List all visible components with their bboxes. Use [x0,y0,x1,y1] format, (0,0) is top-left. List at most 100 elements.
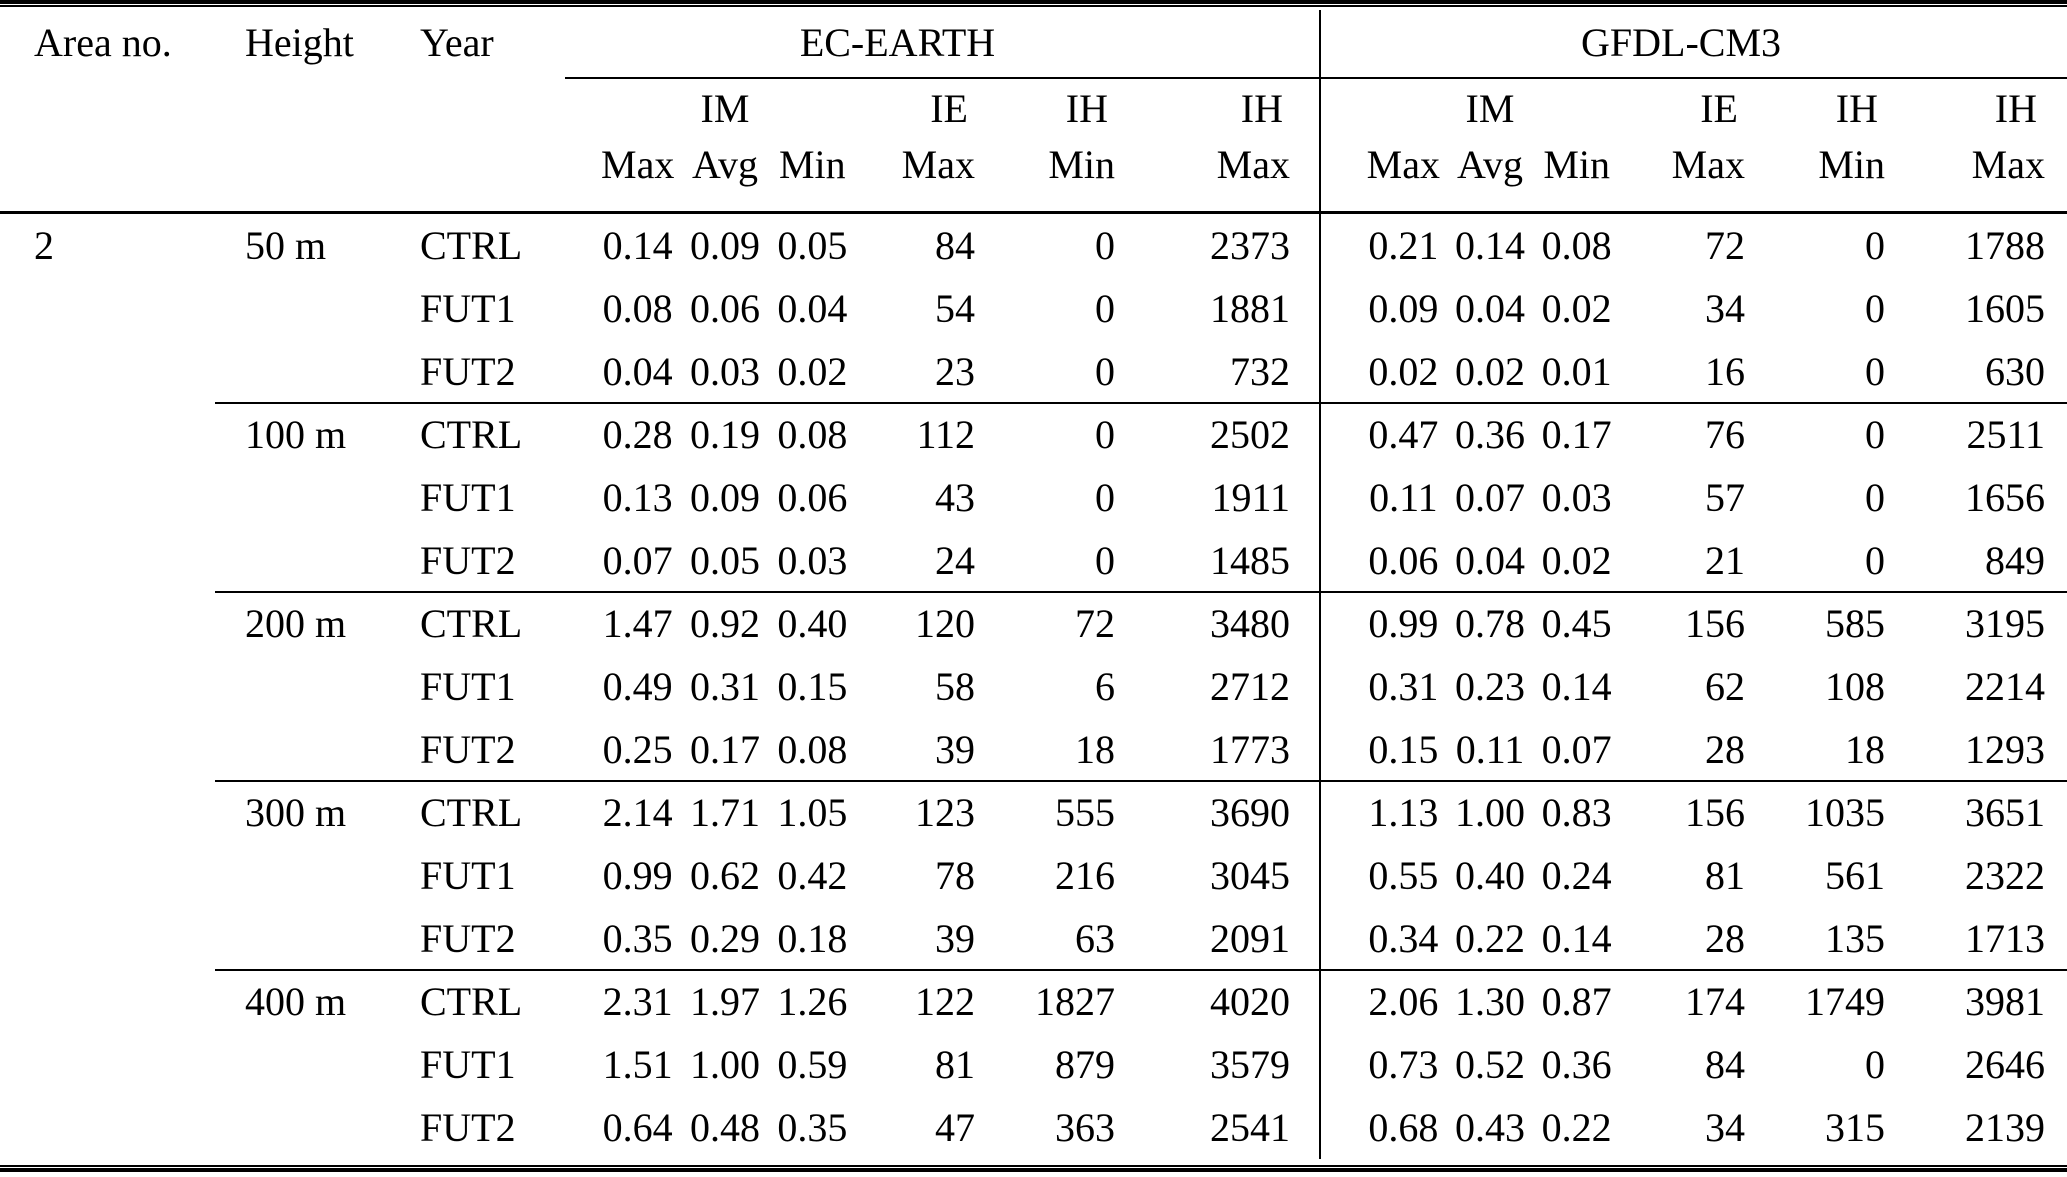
ec-im-values: 2.14 1.71 1.05 [580,789,870,836]
ec-ih-min-value: 6 [1095,664,1115,709]
gfdl-im-values: 0.73 0.52 0.36 [1295,1041,1625,1088]
gfdl-ih-max-value: 2139 [1965,1105,2045,1150]
subheader-gfdl-ie-max: Max [1671,141,1745,187]
gfdl-im-values: 0.31 0.23 0.14 [1295,663,1625,710]
ec-im-min-value: 0.40 [777,601,848,646]
height-block: 100 m CTRL 0.28 0.19 0.08 112 0 2502 0.4… [0,402,2067,592]
group-header-row: Area no. Height Year EC-EARTH GFDL-CM3 [0,7,2067,77]
subheader-ec-ih-max: IH [1240,85,1283,131]
ec-im-max-value: 0.25 [602,727,673,772]
ec-im-min-value: 0.42 [777,853,848,898]
year-cell: CTRL [420,223,523,268]
group-divider-line [1319,10,1321,1159]
gfdl-ih-max-value: 849 [1985,538,2045,583]
ec-im-avg-value: 1.97 [689,979,760,1024]
gfdl-ih-min-value: 1749 [1805,979,1885,1024]
subheader-row-variables: IM IE IH IH IM IE IH IH [0,79,2067,137]
gfdl-im-max-value: 1.13 [1368,790,1439,835]
ec-im-min-value: 0.35 [777,1105,848,1150]
gfdl-ih-max-value: 1293 [1965,727,2045,772]
ec-im-avg-value: 0.31 [689,664,760,709]
gfdl-ie-max-value: 57 [1705,475,1745,520]
ec-ih-min-value: 0 [1095,412,1115,457]
gfdl-ie-max-value: 62 [1705,664,1745,709]
gfdl-im-values: 0.99 0.78 0.45 [1295,600,1625,647]
gfdl-im-min-value: 0.07 [1541,727,1612,772]
gfdl-ie-max-value: 156 [1685,790,1745,835]
ec-ih-min-value: 0 [1095,538,1115,583]
gfdl-im-max-value: 2.06 [1368,979,1439,1024]
subheader-min: Min [778,141,846,187]
gfdl-im-max-value: 0.09 [1368,286,1439,331]
gfdl-im-avg-value: 1.00 [1455,790,1525,835]
ec-im-min-value: 1.05 [777,790,848,835]
ec-ih-min-value: 72 [1075,601,1115,646]
ec-im-avg-value: 0.48 [689,1105,760,1150]
gfdl-im-min-value: 0.08 [1541,223,1612,268]
col-header-year: Year [420,19,494,65]
gfdl-im-avg-value: 0.02 [1455,349,1525,394]
gfdl-im-min-value: 0.22 [1541,1105,1612,1150]
gfdl-ie-max-value: 72 [1705,223,1745,268]
subheader-gfdl-ih-min: IH [1835,85,1878,131]
ec-im-min-value: 0.08 [777,727,848,772]
ec-ih-max-value: 3480 [1210,601,1290,646]
group-underline-rule [565,77,2067,79]
ec-im-values: 0.28 0.19 0.08 [580,411,870,458]
ec-ih-max-value: 3690 [1210,790,1290,835]
ec-ie-max-value: 54 [935,286,975,331]
ec-im-values: 1.51 1.00 0.59 [580,1041,870,1088]
gfdl-im-avg-value: 0.43 [1455,1105,1525,1150]
ec-im-avg-value: 0.92 [689,601,760,646]
ec-im-values: 0.35 0.29 0.18 [580,915,870,962]
gfdl-im-min-value: 0.17 [1541,412,1612,457]
gfdl-im-values: 0.68 0.43 0.22 [1295,1104,1625,1151]
gfdl-ie-max-value: 28 [1705,916,1745,961]
gfdl-ih-max-value: 630 [1985,349,2045,394]
ec-ie-max-value: 112 [916,412,975,457]
ec-im-values: 2.31 1.97 1.26 [580,978,870,1025]
subheader-ec-ih-min: IH [1065,85,1108,131]
table-row: 2 50 m CTRL 0.14 0.09 0.05 84 0 2373 0.2… [0,214,2067,277]
year-cell: CTRL [420,601,523,646]
gfdl-im-min-value: 0.24 [1541,853,1612,898]
subheader-gfdl-ih-max: IH [1994,85,2037,131]
gfdl-ih-max-value: 2322 [1965,853,2045,898]
year-cell: FUT1 [420,286,516,331]
ec-im-avg-value: 0.62 [689,853,760,898]
year-cell: FUT1 [420,853,516,898]
gfdl-im-min-value: 0.87 [1541,979,1612,1024]
year-cell: FUT1 [420,475,516,520]
gfdl-im-max-value: 0.11 [1369,475,1438,520]
gfdl-im-avg-value: 1.30 [1455,979,1525,1024]
ec-ie-max-value: 39 [935,916,975,961]
ec-ih-max-value: 4020 [1210,979,1290,1024]
gfdl-ih-min-value: 0 [1865,286,1885,331]
top-rule [0,0,2067,4]
ec-ie-max-value: 81 [935,1042,975,1087]
table-row: FUT1 1.51 1.00 0.59 81 879 3579 0.73 0.5… [0,1033,2067,1096]
ec-ie-max-value: 47 [935,1105,975,1150]
ec-ie-max-value: 39 [935,727,975,772]
ec-ih-min-value: 63 [1075,916,1115,961]
year-cell: FUT2 [420,538,516,583]
ec-ih-max-value: 1773 [1210,727,1290,772]
gfdl-im-min-value: 0.03 [1541,475,1612,520]
gfdl-ih-min-value: 108 [1825,664,1885,709]
height-cell: 400 m [245,979,347,1024]
gfdl-im-min-value: 0.14 [1541,664,1612,709]
subheader-ec-ie: IE [930,85,968,131]
ec-im-min-value: 0.04 [777,286,848,331]
table-row: FUT2 0.64 0.48 0.35 47 363 2541 0.68 0.4… [0,1096,2067,1159]
gfdl-im-max-value: 0.47 [1368,412,1439,457]
gfdl-im-values: 0.06 0.04 0.02 [1295,537,1625,584]
ec-im-max-value: 0.13 [602,475,673,520]
ec-im-max-value: 0.28 [602,412,673,457]
year-cell: FUT2 [420,1105,516,1150]
gfdl-im-values: 0.09 0.04 0.02 [1295,285,1625,332]
ec-im-max-value: 1.51 [602,1042,673,1087]
gfdl-im-min-value: 0.14 [1541,916,1612,961]
ec-ie-max-value: 24 [935,538,975,583]
gfdl-ih-max-value: 3651 [1965,790,2045,835]
